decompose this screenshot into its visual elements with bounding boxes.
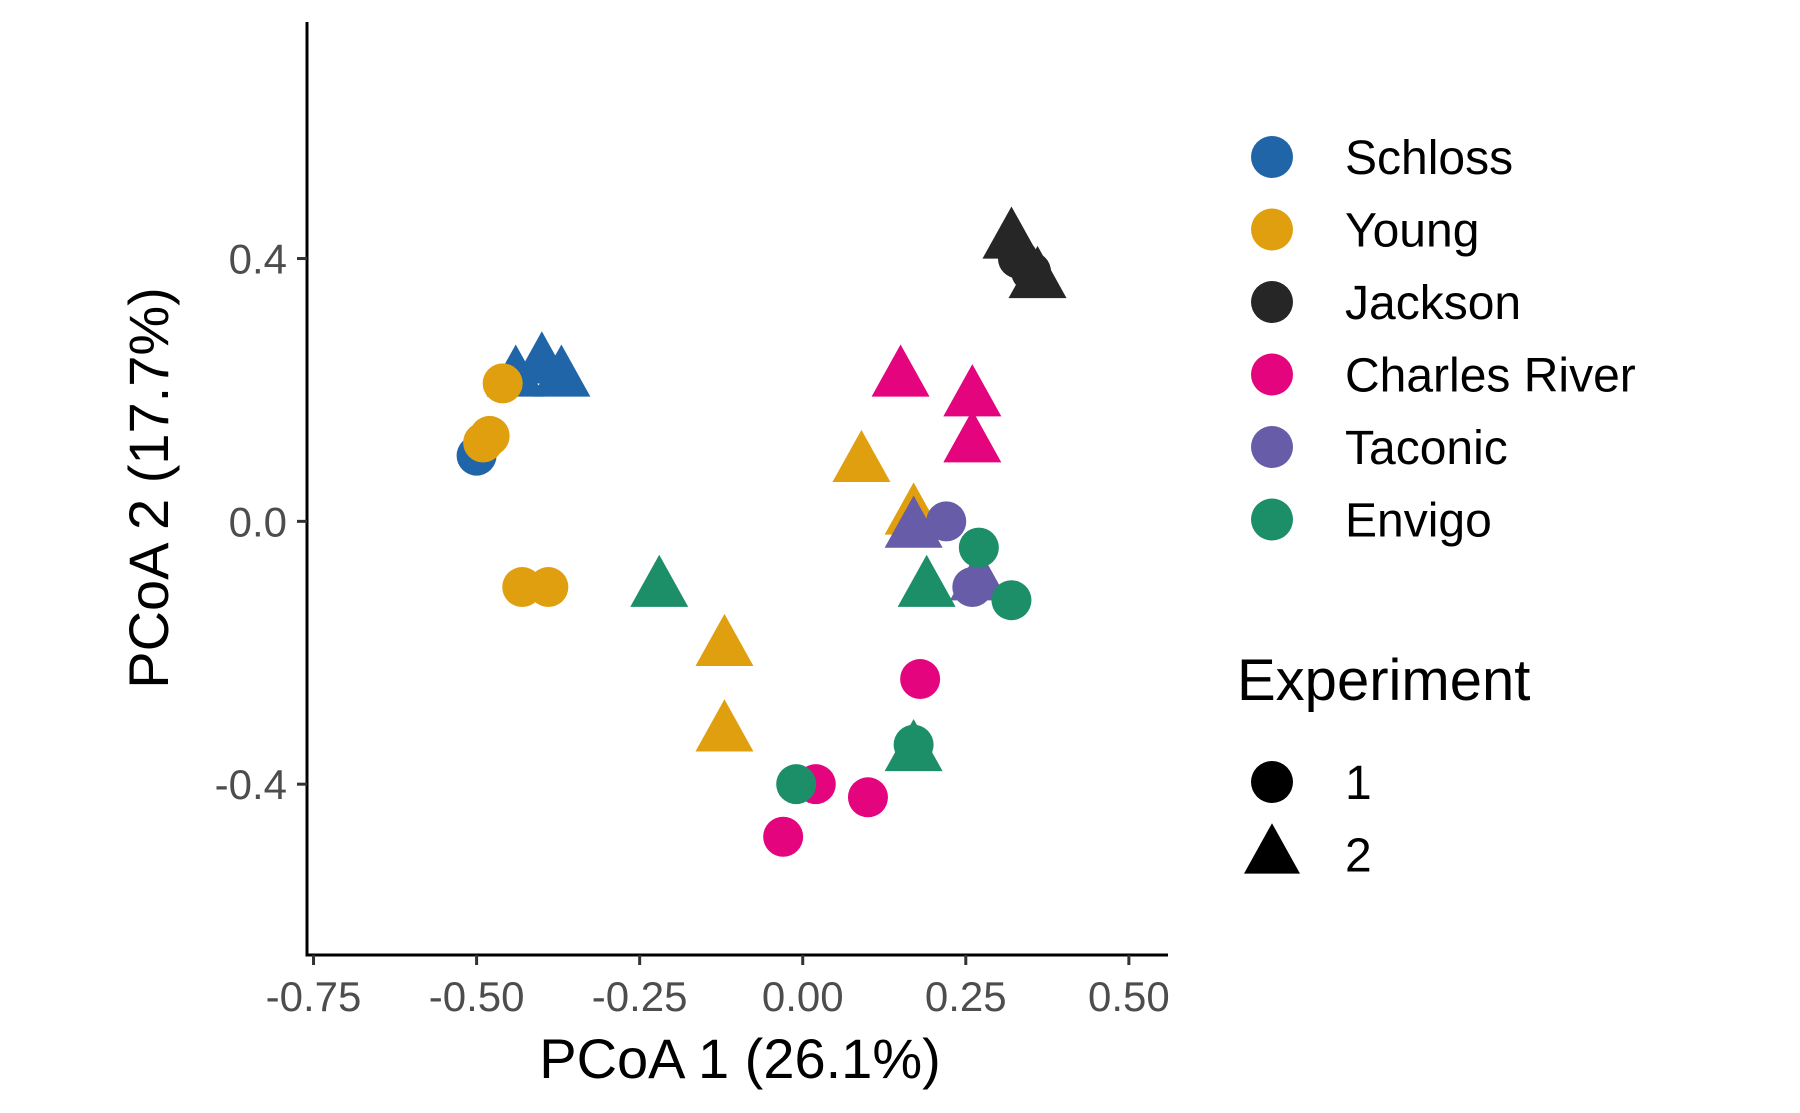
data-point-charles-river-23 [763, 816, 804, 857]
legend-key-experiment-2 [1244, 823, 1300, 874]
legend-key-charles-river [1251, 353, 1293, 396]
legend-label-schloss: Schloss [1345, 132, 1513, 185]
x-axis-title: PCoA 1 (26.1%) [539, 1027, 941, 1090]
y-tick-label: 0.0 [229, 498, 287, 545]
data-point-envigo-29 [897, 554, 956, 607]
points-layer [456, 206, 1067, 857]
axes-layer: -0.75 -0.50 -0.25 0.00 0.25 0.50 -0.4 0.0 0.4 [215, 22, 1170, 1020]
data-point-schloss-3 [532, 344, 591, 397]
data-point-taconic-26 [926, 501, 967, 542]
x-tick-label: 0.25 [925, 973, 1007, 1020]
data-point-charles-river-22 [847, 777, 888, 818]
legend-key-young [1251, 208, 1293, 251]
data-point-young-6 [463, 422, 504, 463]
data-point-charles-river-18 [943, 364, 1002, 417]
legend-key-jackson [1251, 281, 1293, 323]
data-point-envigo-32 [991, 580, 1032, 621]
data-point-envigo-33 [893, 724, 934, 765]
x-tick-label: -0.50 [429, 973, 525, 1020]
x-tick-label: 0.00 [762, 973, 844, 1020]
data-point-young-8 [528, 567, 569, 608]
data-point-young-9 [832, 429, 891, 483]
legend-label-experiment-2: 2 [1345, 830, 1372, 883]
data-point-envigo-34 [776, 764, 817, 805]
legend-key-envigo [1251, 498, 1293, 541]
x-tick-label: -0.25 [592, 973, 688, 1020]
legend-label-envigo: Envigo [1345, 495, 1492, 548]
y-axis-title: PCoA 2 (17.7%) [117, 287, 180, 689]
data-point-charles-river-20 [900, 659, 941, 700]
legend-key-experiment-1 [1251, 761, 1293, 803]
data-point-jackson-16 [1011, 251, 1052, 292]
legend-label-experiment-1: 1 [1345, 757, 1372, 810]
x-tick-label: 0.50 [1088, 973, 1170, 1020]
y-tick-label: 0.4 [229, 236, 287, 283]
data-point-taconic-24 [884, 495, 943, 548]
legend-label-taconic: Taconic [1345, 422, 1508, 475]
y-tick-label: -0.4 [215, 761, 287, 808]
shape-legend-title: Experiment [1237, 648, 1530, 713]
x-tick-label: -0.75 [266, 973, 362, 1020]
data-point-taconic-27 [952, 567, 993, 608]
data-point-young-4 [482, 363, 523, 404]
legend-label-jackson: Jackson [1345, 277, 1521, 330]
data-point-envigo-31 [958, 527, 999, 568]
legend-key-taconic [1251, 426, 1293, 468]
data-point-envigo-28 [630, 554, 689, 607]
legend-label-charles-river: Charles River [1345, 350, 1636, 403]
legend-label-young: Young [1345, 205, 1479, 258]
data-point-charles-river-19 [943, 410, 1002, 463]
data-point-young-12 [695, 699, 754, 752]
legend-key-schloss [1251, 136, 1293, 178]
data-point-young-11 [695, 613, 754, 667]
legend: Schloss Young Jackson Charles River Taconic E… [1244, 132, 1636, 883]
data-point-charles-river-17 [871, 344, 930, 397]
